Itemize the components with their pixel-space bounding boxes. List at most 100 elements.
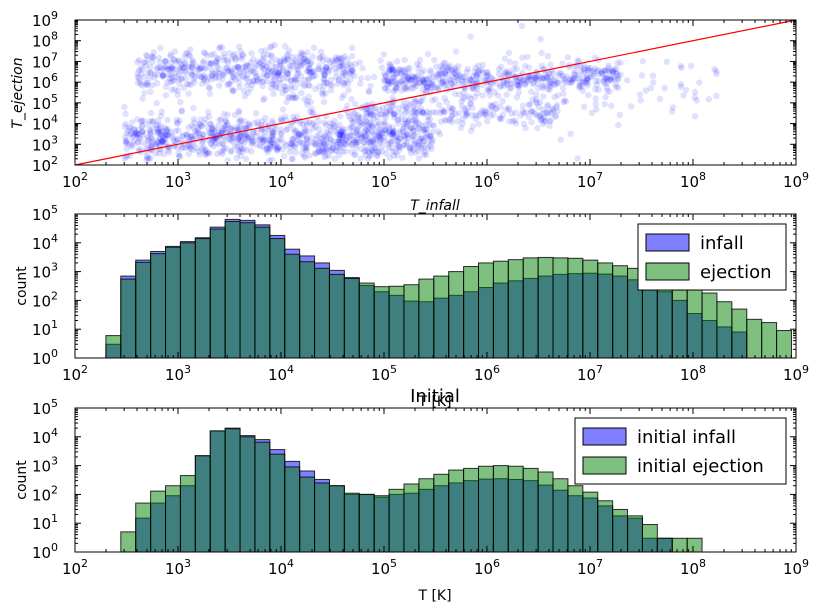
scatter-point <box>157 112 165 120</box>
scatter-point <box>235 118 243 125</box>
scatter-point <box>222 135 230 143</box>
scatter-point <box>202 115 209 123</box>
scatter-point <box>216 82 223 89</box>
scatter-point <box>301 131 308 138</box>
scatter-point <box>340 61 347 69</box>
scatter-point <box>521 62 529 70</box>
scatter-point <box>350 136 358 144</box>
scatter-point <box>156 149 163 157</box>
scatter-point <box>187 145 195 152</box>
scatter-point <box>389 129 396 137</box>
scatter-point <box>241 135 249 142</box>
scatter-point <box>532 96 540 103</box>
scatter-point <box>301 82 308 90</box>
scatter-point <box>242 124 250 131</box>
scatter-point <box>263 145 270 153</box>
scatter-point <box>136 67 143 74</box>
scatter-point <box>451 90 459 98</box>
scatter-point <box>429 128 437 135</box>
scatter-point <box>288 141 296 148</box>
scatter-point <box>362 127 370 134</box>
scatter-point <box>122 110 129 118</box>
scatter-point <box>552 80 560 88</box>
scatter-point <box>143 156 150 164</box>
scatter-point <box>369 123 376 131</box>
scatter-point <box>276 136 283 143</box>
scatter-point <box>248 148 255 155</box>
scatter-point <box>547 110 555 117</box>
scatter-point <box>412 149 419 156</box>
scatter-point <box>144 134 151 141</box>
scatter-point <box>241 93 249 100</box>
x-tick-label: 106 <box>474 557 500 578</box>
scatter-point <box>327 136 334 143</box>
scatter-point <box>394 120 402 127</box>
scatter-point <box>235 147 242 154</box>
scatter-point <box>157 130 164 137</box>
scatter-point <box>403 86 411 93</box>
scatter-point <box>382 126 389 134</box>
scatter-point <box>268 156 276 163</box>
scatter-point <box>424 113 432 120</box>
scatter-point <box>293 76 300 83</box>
y-tick-label: 102 <box>32 154 58 175</box>
scatter-point <box>406 64 414 72</box>
scatter-point <box>394 117 401 124</box>
scatter-point <box>159 72 166 79</box>
scatter-point <box>378 126 385 133</box>
scatter-point <box>526 101 534 109</box>
scatter-point <box>311 140 319 148</box>
scatter-point <box>687 62 695 70</box>
scatter-point <box>495 66 503 73</box>
scatter-point <box>274 146 282 153</box>
y-tick-label: 105 <box>32 397 58 418</box>
scatter-point <box>340 125 347 133</box>
scatter-point <box>196 120 203 127</box>
scatter-point <box>637 97 645 104</box>
scatter-point <box>421 149 428 156</box>
scatter-point <box>315 144 322 152</box>
legend-label: initial ejection <box>637 456 764 477</box>
scatter-point <box>162 139 169 147</box>
scatter-point <box>560 90 567 97</box>
x-tick-label: 108 <box>680 170 706 191</box>
histogram-bar <box>373 495 390 552</box>
histogram-bar <box>254 441 271 552</box>
histogram-bar <box>448 271 465 358</box>
scatter-point <box>300 152 308 159</box>
scatter-point <box>236 133 244 140</box>
scatter-point <box>393 141 401 148</box>
scatter-point <box>128 141 136 148</box>
scatter-point <box>358 134 365 141</box>
scatter-point <box>132 130 139 137</box>
scatter-point <box>208 129 215 137</box>
scatter-point <box>328 147 335 154</box>
scatter-point <box>467 127 475 135</box>
scatter-point <box>410 132 417 139</box>
scatter-point <box>279 146 286 153</box>
scatter-point <box>238 138 245 145</box>
scatter-point <box>475 120 482 128</box>
scatter-point <box>152 122 160 129</box>
histogram-bar <box>582 259 599 358</box>
scatter-point <box>164 79 171 86</box>
histogram-bar <box>209 430 226 552</box>
scatter-point <box>323 128 330 135</box>
scatter-point <box>235 109 243 116</box>
histogram-bar <box>328 273 345 358</box>
scatter-point <box>361 148 369 155</box>
scatter-point <box>296 139 303 146</box>
scatter-point <box>230 70 237 78</box>
scatter-point <box>224 157 231 164</box>
scatter-point <box>260 138 267 145</box>
scatter-point <box>303 135 311 142</box>
scatter-point <box>188 133 196 140</box>
scatter-point <box>277 115 285 122</box>
scatter-point <box>396 130 404 137</box>
scatter-point <box>241 118 248 125</box>
scatter-point <box>471 93 479 101</box>
scatter-point <box>387 60 395 68</box>
scatter-point <box>388 130 395 138</box>
scatter-point <box>174 144 181 152</box>
scatter-point <box>129 134 136 141</box>
